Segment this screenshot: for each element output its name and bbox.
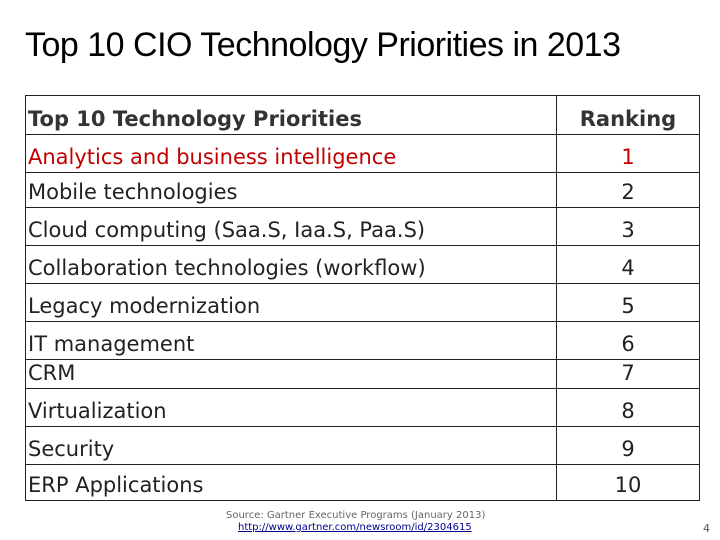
header-priority: Top 10 Technology Priorities [26, 96, 557, 134]
priority-cell: Collaboration technologies (workflow) [26, 246, 557, 283]
priority-cell: ERP Applications [26, 465, 557, 500]
source-note: Source: Gartner Executive Programs (Janu… [226, 510, 486, 521]
rank-cell: 1 [621, 145, 635, 169]
page-number: 4 [703, 522, 710, 535]
table-row: Analytics and business intelligence 1 [26, 134, 699, 172]
table-row: Virtualization 8 [26, 388, 699, 426]
table-row: Security 9 [26, 426, 699, 464]
table-row: Cloud computing (Saa.S, Iaa.S, Paa.S) 3 [26, 207, 699, 245]
priorities-table: Top 10 Technology Priorities Ranking Ana… [25, 95, 700, 501]
slide-title: Top 10 CIO Technology Priorities in 2013 [25, 26, 621, 64]
table-row: Mobile technologies 2 [26, 172, 699, 207]
priority-cell: CRM [26, 360, 557, 388]
rank-cell: 3 [621, 218, 635, 242]
rank-cell: 7 [621, 361, 635, 385]
priority-cell: Analytics and business intelligence [26, 135, 557, 172]
rank-cell: 10 [614, 473, 642, 497]
rank-cell: 9 [621, 437, 635, 461]
priority-cell: Legacy modernization [26, 284, 557, 321]
rank-cell: 4 [621, 256, 635, 280]
rank-cell: 6 [621, 332, 635, 356]
table-row: CRM 7 [26, 359, 699, 388]
table-row: Legacy modernization 5 [26, 283, 699, 321]
table-row: ERP Applications 10 [26, 464, 699, 500]
rank-cell: 2 [621, 180, 635, 204]
table-row: IT management 6 [26, 321, 699, 359]
source-link[interactable]: http://www.gartner.com/newsroom/id/23046… [238, 522, 472, 533]
header-ranking: Ranking [579, 107, 677, 131]
priority-cell: IT management [26, 322, 557, 359]
table-row: Collaboration technologies (workflow) 4 [26, 245, 699, 283]
rank-cell: 5 [621, 294, 635, 318]
priority-cell: Mobile technologies [26, 173, 557, 207]
priority-cell: Virtualization [26, 389, 557, 426]
table-header: Top 10 Technology Priorities Ranking [26, 96, 699, 134]
priority-cell: Security [26, 427, 557, 464]
rank-cell: 8 [621, 399, 635, 423]
priority-cell: Cloud computing (Saa.S, Iaa.S, Paa.S) [26, 208, 557, 245]
